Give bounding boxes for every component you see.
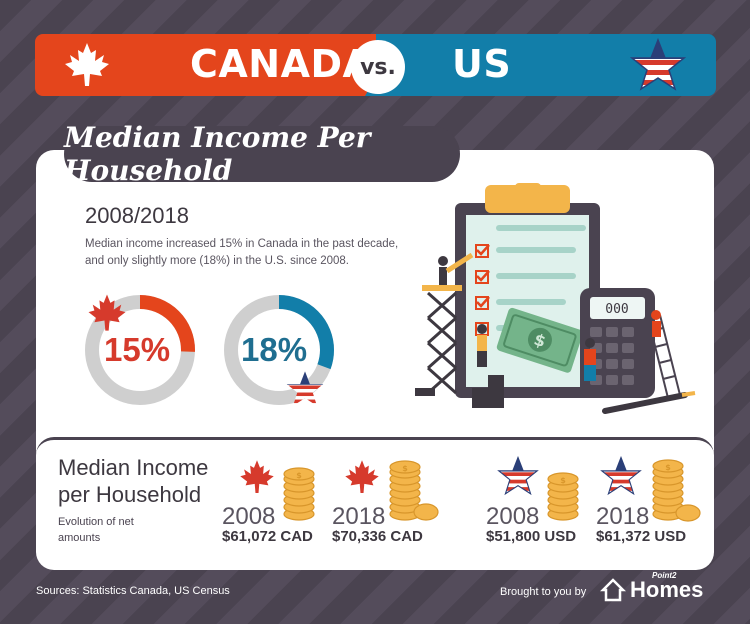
income-year: 2018 [596,503,650,530]
svg-text:000: 000 [605,302,628,317]
us-label: US [452,42,512,86]
canada-donut-arc [85,295,195,405]
income-heading: Median Income per Household [58,455,209,507]
us-flag-star-icon [286,371,324,406]
income-strip [36,437,714,567]
maple-leaf-icon [88,294,126,331]
section-title: Median Income Per Household [64,121,460,187]
coin-stack-icon: $ [389,460,439,521]
us-flag-star-icon [497,456,539,496]
us-donut-arc [224,295,334,405]
maple-leaf-icon [240,460,274,493]
point2-homes-logo[interactable]: Point2 Homes [600,571,704,603]
us-donut-chart [224,295,334,405]
income-subheading: Evolution of net amounts [58,516,134,544]
income-year: 2008 [222,503,276,530]
brand-label: Homes [630,577,704,602]
income-amount: $51,800 USD [486,528,577,545]
vs-badge: vs. [351,40,405,94]
coin-stack-icon: $ [547,472,579,521]
us-flag-star-icon [600,456,642,496]
income-amount: $61,372 USD [596,528,687,545]
canada-donut-chart [85,295,195,405]
sources-note: Sources: Statistics Canada, US Census [36,585,230,597]
canada-label: CANADA [190,42,373,86]
coin-stack-icon: $ [283,467,315,521]
maple-leaf-icon [345,460,379,493]
brand-small-label: Point2 [652,571,677,580]
income-year: 2018 [332,503,386,530]
maple-leaf-icon [65,43,109,86]
finance-illustration: $ 000 [415,183,696,414]
canada-percent-label: 15% [104,331,171,368]
description: Median income increased 15% in Canada in… [85,238,399,267]
us-flag-star-icon [630,38,686,91]
svg-text:$: $ [532,330,548,352]
svg-text:$: $ [665,463,671,472]
svg-text:$: $ [296,471,302,480]
svg-text:$: $ [402,464,408,473]
income-amount: $70,336 CAD [332,528,423,545]
year-range: 2008/2018 [85,203,189,228]
house-icon [600,578,626,602]
brought-by-text: Brought to you by [500,586,587,598]
svg-text:$: $ [560,476,566,485]
coin-stack-icon: $ [652,459,701,522]
us-percent-label: 18% [241,331,308,368]
income-year: 2008 [486,503,540,530]
income-amount: $61,072 CAD [222,528,313,545]
